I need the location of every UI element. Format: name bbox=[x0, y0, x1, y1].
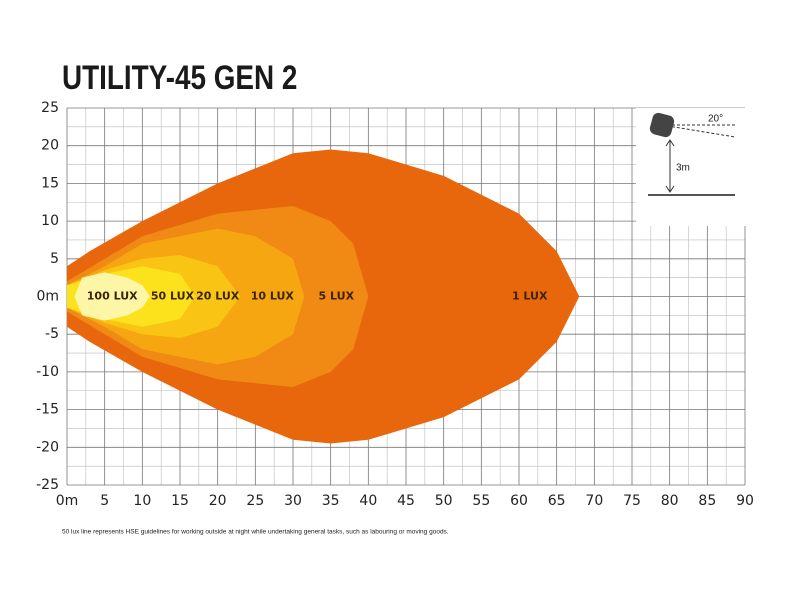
contour-label: 5 LUX bbox=[319, 290, 355, 303]
x-tick-label: 75 bbox=[623, 493, 641, 509]
inset-beam bbox=[661, 124, 736, 138]
inset-arrows bbox=[665, 139, 675, 193]
y-tick-label: 20 bbox=[41, 138, 59, 154]
y-tick-label: -15 bbox=[36, 402, 59, 418]
contour-label: 100 LUX bbox=[87, 290, 138, 303]
x-tick-label: 20 bbox=[209, 493, 227, 509]
x-tick-label: 25 bbox=[246, 493, 264, 509]
x-tick-label: 30 bbox=[284, 493, 302, 509]
x-tick-label: 10 bbox=[133, 493, 151, 509]
x-tick-label: 80 bbox=[661, 493, 679, 509]
y-tick-label: -20 bbox=[36, 439, 59, 455]
contour-label: 20 LUX bbox=[196, 290, 240, 303]
y-tick-label: 15 bbox=[41, 175, 59, 191]
contour-label: 10 LUX bbox=[251, 290, 295, 303]
x-tick-label: 0m bbox=[56, 493, 79, 509]
inset-angle: 20° bbox=[708, 114, 723, 125]
x-tick-label: 70 bbox=[585, 493, 603, 509]
contour-label: 50 LUX bbox=[151, 290, 195, 303]
x-tick-label: 50 bbox=[435, 493, 453, 509]
x-tick-label: 55 bbox=[472, 493, 490, 509]
y-tick-label: -5 bbox=[45, 326, 59, 342]
x-tick-label: 40 bbox=[359, 493, 377, 509]
areas bbox=[67, 149, 580, 444]
y-tick-label: 25 bbox=[41, 100, 59, 116]
y-tick-label: 5 bbox=[50, 251, 59, 267]
x-tick-label: 35 bbox=[322, 493, 340, 509]
x-tick-label: 5 bbox=[100, 493, 109, 509]
contour-label: 1 LUX bbox=[512, 290, 548, 303]
inset-height-label: 3m bbox=[676, 163, 690, 174]
footnote: 50 lux line represents HSE guidelines fo… bbox=[62, 529, 449, 536]
lux-area bbox=[74, 272, 150, 321]
x-tick-label: 45 bbox=[397, 493, 415, 509]
chart-title: UTILITY-45 GEN 2 bbox=[62, 58, 297, 96]
inset: 20° 3m bbox=[636, 108, 748, 226]
y-tick-label: 0m bbox=[36, 289, 59, 305]
y-tick-label: -25 bbox=[36, 477, 59, 493]
x-tick-label: 85 bbox=[698, 493, 716, 509]
x-tick-label: 90 bbox=[736, 493, 754, 509]
x-tick-label: 60 bbox=[510, 493, 528, 509]
inset-light bbox=[649, 112, 675, 138]
x-tick-label: 15 bbox=[171, 493, 189, 509]
y-tick-label: -10 bbox=[36, 364, 59, 380]
y-tick-label: 10 bbox=[41, 213, 59, 229]
x-tick-label: 65 bbox=[548, 493, 566, 509]
